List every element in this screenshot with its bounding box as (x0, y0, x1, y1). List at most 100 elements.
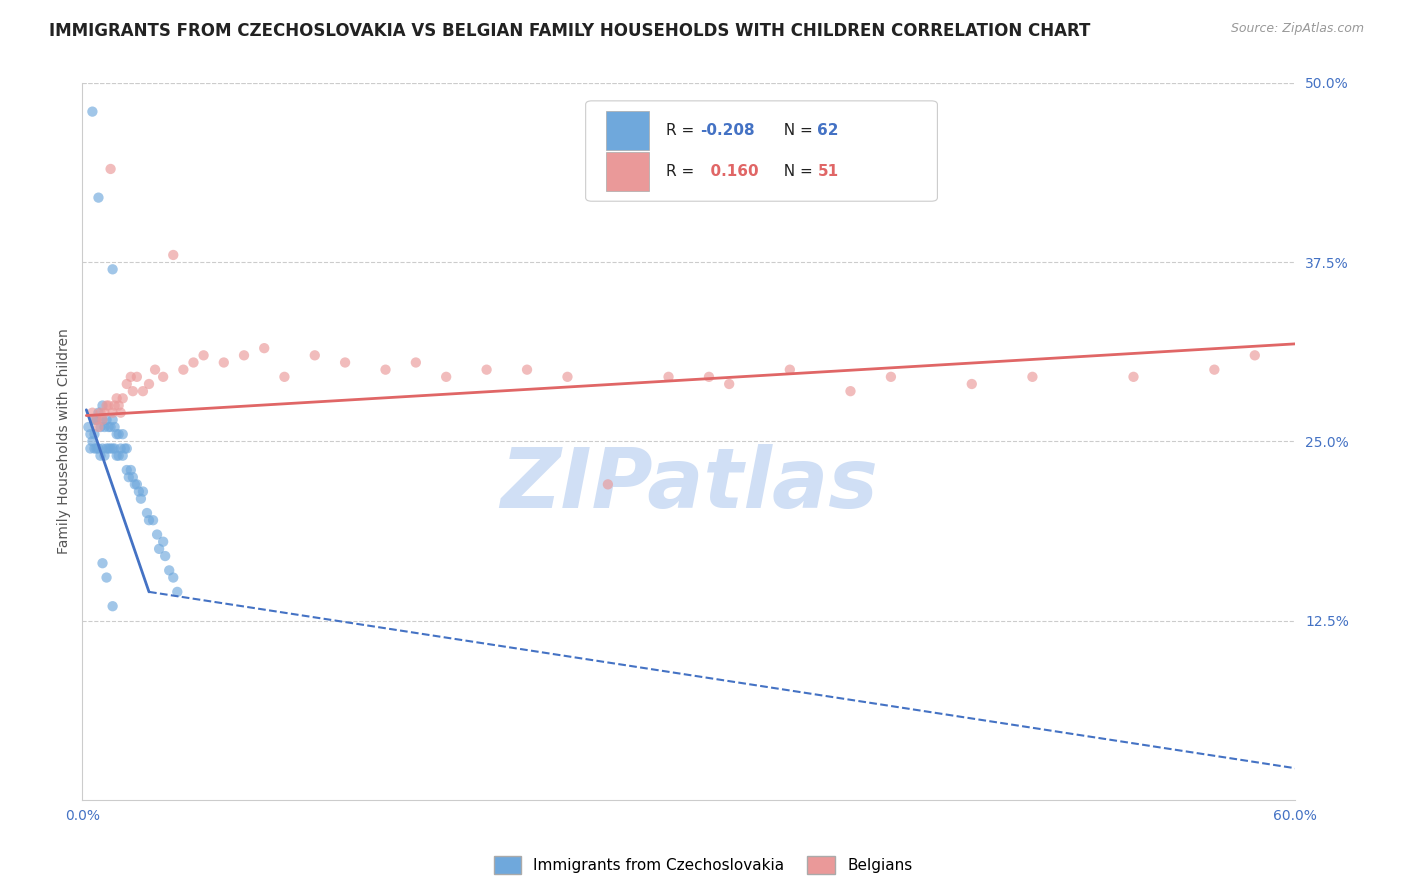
Y-axis label: Family Households with Children: Family Households with Children (58, 328, 72, 554)
Point (152, 369, 174, 384)
Point (125, 369, 148, 384)
Point (233, 348, 256, 362)
Point (960, 376, 983, 391)
Point (148, 541, 170, 556)
Point (146, 527, 169, 541)
Point (434, 369, 457, 384)
Point (105, 392, 128, 406)
Point (115, 376, 138, 391)
Text: 51: 51 (817, 164, 838, 179)
Point (101, 413, 124, 427)
Point (657, 369, 679, 384)
Point (132, 384, 155, 399)
Point (82, 434, 104, 449)
Point (100, 442, 122, 456)
Point (142, 513, 165, 527)
Point (118, 470, 141, 484)
Point (557, 369, 579, 384)
Point (83, 442, 105, 456)
Point (120, 463, 142, 477)
Point (136, 506, 159, 520)
Point (79, 442, 101, 456)
Point (839, 384, 862, 399)
Point (97, 442, 120, 456)
Bar (606, 111, 648, 150)
Point (212, 355, 235, 369)
Point (143, 362, 166, 376)
Point (86, 413, 108, 427)
Point (100, 420, 122, 434)
Point (77, 420, 100, 434)
Point (779, 362, 801, 376)
Point (97, 420, 120, 434)
Point (138, 513, 160, 527)
Point (111, 427, 134, 442)
Point (273, 369, 295, 384)
Point (91, 413, 114, 427)
Point (89, 449, 111, 463)
Point (183, 355, 205, 369)
Point (101, 442, 124, 456)
Point (110, 442, 132, 456)
Point (253, 341, 276, 355)
Point (79, 427, 101, 442)
Point (97, 399, 120, 413)
Point (1122, 369, 1144, 384)
Point (96, 413, 118, 427)
Point (1243, 348, 1265, 362)
Point (93, 449, 115, 463)
Text: 62: 62 (817, 123, 839, 138)
Point (153, 549, 176, 563)
Point (101, 262, 124, 277)
Point (157, 563, 180, 577)
Point (152, 534, 174, 549)
Point (100, 161, 122, 176)
Legend: Immigrants from Czechoslovakia, Belgians: Immigrants from Czechoslovakia, Belgians (488, 850, 918, 880)
Point (104, 420, 127, 434)
Point (91, 399, 114, 413)
Point (193, 348, 215, 362)
Point (115, 442, 138, 456)
Point (718, 376, 741, 391)
Point (87, 406, 110, 420)
Point (83, 413, 105, 427)
Point (115, 463, 138, 477)
Point (166, 585, 188, 599)
Point (125, 477, 148, 491)
Point (111, 392, 134, 406)
Point (86, 413, 108, 427)
Text: N =: N = (773, 123, 817, 138)
Text: Source: ZipAtlas.com: Source: ZipAtlas.com (1230, 22, 1364, 36)
Text: R =: R = (665, 164, 699, 179)
Point (114, 442, 136, 456)
Point (111, 449, 134, 463)
Point (333, 355, 356, 369)
Point (107, 399, 129, 413)
Point (107, 449, 129, 463)
Point (128, 484, 150, 499)
Point (1204, 362, 1226, 376)
Point (91, 556, 114, 570)
Point (304, 348, 326, 362)
Point (96, 399, 118, 413)
Point (129, 491, 152, 506)
Point (132, 484, 155, 499)
Text: 0.160: 0.160 (700, 164, 758, 179)
Point (91, 413, 114, 427)
Point (101, 406, 124, 420)
Point (162, 570, 184, 584)
Text: IMMIGRANTS FROM CZECHOSLOVAKIA VS BELGIAN FAMILY HOUSEHOLDS WITH CHILDREN CORREL: IMMIGRANTS FROM CZECHOSLOVAKIA VS BELGIA… (49, 22, 1091, 40)
Point (107, 427, 129, 442)
Point (87, 420, 110, 434)
Point (105, 449, 128, 463)
Point (138, 376, 160, 391)
Point (1021, 369, 1043, 384)
Point (475, 362, 498, 376)
Point (96, 570, 118, 584)
Point (105, 427, 128, 442)
Point (110, 406, 132, 420)
Point (91, 442, 114, 456)
Point (162, 248, 184, 262)
Point (697, 369, 720, 384)
Point (101, 599, 124, 614)
